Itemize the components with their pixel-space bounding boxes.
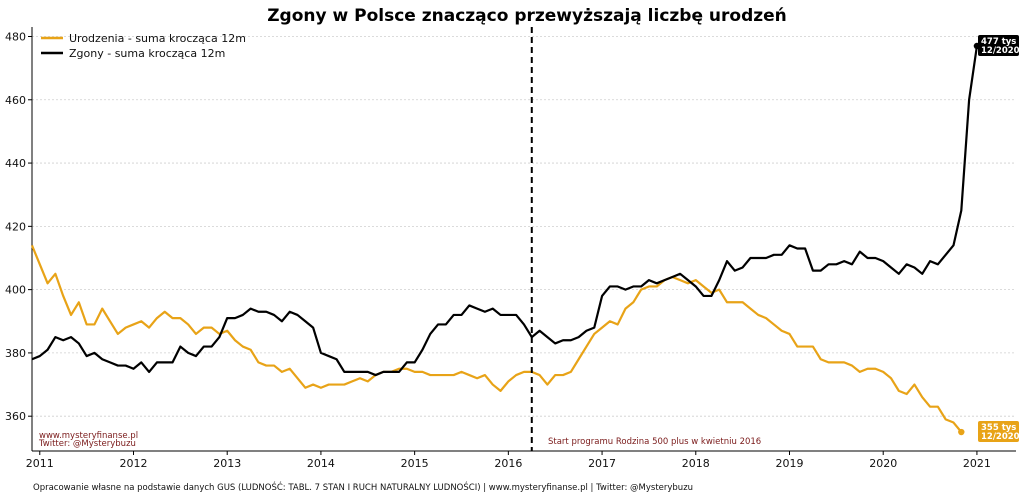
end-label-births-box [978,421,1019,442]
twitter-annotation: Twitter: @Mysterybuzu [38,439,136,449]
x-tick-label-2011: 2011 [26,457,54,470]
chart-title: Zgony w Polsce znacząco przewyższają lic… [267,6,787,26]
grid [32,36,1016,417]
y-tick-label-440: 440 [5,157,26,170]
x-tick-label-2021: 2021 [963,457,991,470]
program-start-annotation: Start programu Rodzina 500 plus w kwietn… [548,437,761,447]
end-label-deaths-value: 477 tys [981,37,1016,47]
end-label-deaths-date: 12/2020 [981,46,1020,56]
x-axis-ticks: 2011 2012 2013 2014 2015 2016 2017 2018 2019 2020… [26,451,991,470]
x-tick-label-2013: 2013 [213,457,241,470]
legend: Urodzenia - suma krocząca 12m Zgony - su… [41,32,246,60]
y-tick-label-420: 420 [5,220,26,233]
legend-label-births: Urodzenia - suma krocząca 12m [69,32,246,45]
axes [31,27,1016,452]
y-tick-label-380: 380 [5,347,26,360]
x-tick-label-2019: 2019 [775,457,803,470]
series-line-deaths [31,45,979,377]
end-label-deaths-box [978,35,1019,56]
x-tick-label-2015: 2015 [401,457,429,470]
x-tick-label-2012: 2012 [119,457,147,470]
footer-source: Opracowanie własne na podstawie danych G… [33,481,693,493]
y-tick-label-360: 360 [5,410,26,423]
legend-label-deaths: Zgony - suma krocząca 12m [69,47,225,60]
x-tick-label-2020: 2020 [869,457,897,470]
end-label-deaths: 477 tys 12/2020 [978,35,1020,56]
end-point-births [958,428,965,436]
series-lines [30,42,981,436]
series-line-births [30,244,963,433]
site-annotation: www.mysteryfinanse.pl [39,431,138,441]
y-tick-label-480: 480 [5,30,26,43]
end-label-births-value: 355 tys [981,423,1016,433]
x-tick-label-2016: 2016 [494,457,522,470]
y-tick-label-400: 400 [5,284,26,297]
end-label-births-date: 12/2020 [981,432,1020,442]
x-tick-label-2018: 2018 [682,457,710,470]
y-tick-label-460: 460 [5,94,26,107]
x-tick-label-2017: 2017 [588,457,616,470]
x-tick-label-2014: 2014 [307,457,335,470]
end-label-births: 355 tys 12/2020 [978,421,1020,442]
y-axis-ticks: 360 380 400 420 440 460 480 [5,30,32,423]
